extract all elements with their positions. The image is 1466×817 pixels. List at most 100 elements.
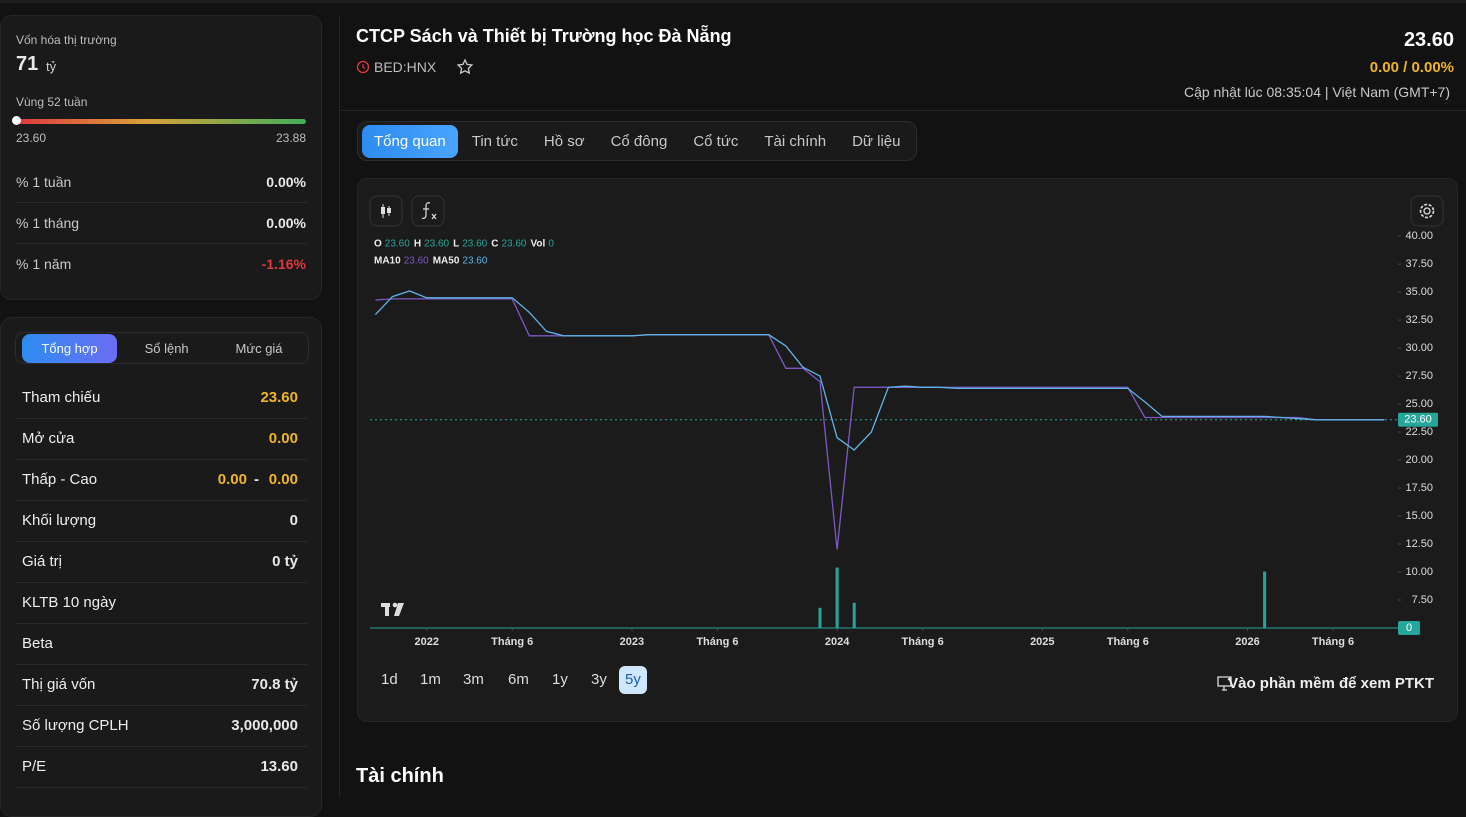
y-tick-label: 10.00	[1405, 566, 1433, 578]
separator	[15, 202, 307, 203]
stat-label: KLTB 10 ngày	[22, 594, 116, 611]
separator	[15, 664, 307, 665]
range-button[interactable]: 3y	[591, 671, 607, 688]
y-tick-label: 15.00	[1405, 510, 1433, 522]
stat-label: Beta	[22, 635, 53, 652]
nav-tab[interactable]: Tin tức	[471, 132, 518, 150]
trade-tab[interactable]: Sổ lệnh	[144, 340, 189, 356]
stat-high: 0.00	[268, 471, 298, 488]
x-tick-label: Tháng 6	[902, 636, 944, 648]
stat-separator: -	[254, 471, 259, 488]
stat-value: 70.8 tỷ	[251, 676, 298, 693]
candle-button[interactable]	[369, 195, 403, 227]
price-change: 0.00 / 0.00%	[1369, 59, 1454, 76]
legend-label: MA10	[374, 256, 401, 267]
y-tick-label: 22.50	[1405, 426, 1433, 438]
stat-label: Thấp - Cao	[22, 471, 98, 488]
separator	[15, 500, 307, 501]
range-button[interactable]: 1d	[381, 671, 398, 688]
perf-label: % 1 tháng	[16, 215, 80, 231]
separator	[15, 623, 307, 624]
overview-panel: Vốn hóa thị trường 71 tỷ Vùng 52 tuần 23…	[0, 15, 322, 300]
stat-value: 23.60	[260, 389, 298, 406]
range-dot	[12, 116, 21, 125]
price: 23.60	[1403, 29, 1454, 51]
trade-tab[interactable]: Tổng hợp	[22, 333, 117, 363]
chart-card	[357, 178, 1458, 722]
nav-tab[interactable]: Tổng quan	[362, 124, 458, 158]
range-button[interactable]: 1m	[420, 671, 441, 688]
top-bar	[0, 0, 1466, 3]
perf-value: 0.00%	[266, 215, 306, 231]
x-tick-label: 2022	[414, 636, 438, 648]
range-button[interactable]: 1y	[552, 671, 568, 688]
stat-value: 0	[289, 512, 298, 529]
y-tick-label: 40.00	[1405, 230, 1433, 242]
perf-value: -1.16%	[261, 256, 306, 272]
y-tick-label: 20.00	[1405, 454, 1433, 466]
stat-label: Tham chiếu	[22, 389, 101, 406]
volume-bar	[818, 607, 822, 628]
separator	[15, 541, 307, 542]
y-tick-label: 30.00	[1405, 342, 1433, 354]
y-tick-label: 12.50	[1405, 538, 1433, 550]
x-tick-label: 2023	[620, 636, 644, 648]
legend-value: 23.60	[404, 256, 429, 267]
range-button[interactable]: 6m	[508, 671, 529, 688]
separator	[15, 705, 307, 706]
updated-time: Cập nhật lúc 08:35:04 | Việt Nam (GMT+7)	[1183, 84, 1450, 100]
range-button[interactable]: 5y	[619, 666, 647, 694]
volume-bar	[1263, 571, 1267, 628]
y-tick-label: 32.50	[1405, 314, 1433, 326]
nav-tab[interactable]: Hồ sơ	[543, 132, 585, 150]
indicator-button[interactable]	[411, 195, 445, 227]
range-label: Vùng 52 tuần	[16, 95, 88, 109]
legend-label: O	[374, 239, 382, 250]
legend-label: H	[414, 239, 421, 250]
trade-tab[interactable]: Mức giá	[235, 340, 283, 356]
y-tick-label: 7.50	[1412, 594, 1433, 606]
nav-tab[interactable]: Cổ đông	[610, 132, 668, 150]
clock-icon	[356, 60, 370, 74]
separator	[15, 787, 307, 788]
nav-tab[interactable]: Dữ liệu	[852, 132, 901, 150]
separator	[15, 746, 307, 747]
stat-value: 3,000,000	[231, 717, 298, 734]
legend-value: 0	[548, 239, 554, 250]
x-tick-label: Tháng 6	[1107, 636, 1149, 648]
legend-label: L	[453, 239, 459, 250]
separator	[15, 243, 307, 244]
last-price-label: 23.60	[1404, 414, 1432, 426]
range-bar	[16, 119, 306, 124]
favorite-star[interactable]	[456, 58, 474, 76]
legend-label: MA50	[433, 256, 460, 267]
stat-value: 0 tỷ	[272, 553, 298, 570]
legend-label: C	[491, 239, 498, 250]
range-button[interactable]: 3m	[463, 671, 484, 688]
separator	[15, 459, 307, 460]
nav-tab[interactable]: Cổ tức	[693, 132, 739, 150]
stat-label: Mở cửa	[22, 430, 75, 447]
y-tick-label: 27.50	[1405, 370, 1433, 382]
market-cap-unit: tỷ	[46, 59, 57, 74]
separator	[15, 418, 307, 419]
company-title: CTCP Sách và Thiết bị Trường học Đà Nẵng	[356, 26, 732, 46]
x-tick-label: 2024	[825, 636, 850, 648]
legend-value: 23.60	[462, 256, 487, 267]
stat-label: Khối lượng	[22, 512, 97, 529]
last-volume-label: 0	[1406, 622, 1412, 634]
trade-panel: Tổng hợp Sổ lệnh Mức giá Tham chiếu 23.60 Mở…	[0, 317, 322, 817]
nav-tab[interactable]: Tài chính	[764, 132, 827, 150]
stat-label: P/E	[22, 758, 47, 775]
legend-value: 23.60	[462, 239, 487, 250]
x-tick-label: Tháng 6	[491, 636, 533, 648]
settings-button[interactable]	[1410, 195, 1444, 227]
last-price-tag	[1398, 412, 1438, 427]
trade-tabs: Tổng hợp Sổ lệnh Mức giá	[15, 332, 309, 364]
range-low: 23.60	[16, 131, 47, 145]
perf-label: % 1 tuần	[16, 174, 72, 190]
pro-link[interactable]: Vào phần mềm để xem PTKT	[1228, 675, 1434, 692]
x-tick-label: 2025	[1030, 636, 1054, 648]
x-tick-label: Tháng 6	[696, 636, 738, 648]
y-tick-label: 37.50	[1405, 258, 1433, 270]
